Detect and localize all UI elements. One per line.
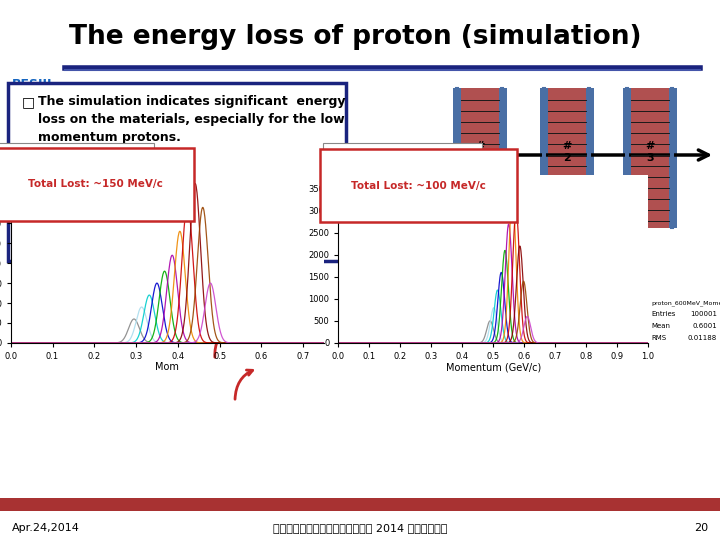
Text: Apr.24,2014: Apr.24,2014	[12, 523, 80, 533]
Text: Entries: Entries	[652, 310, 676, 316]
X-axis label: Momentum (GeV/c): Momentum (GeV/c)	[446, 362, 541, 372]
Text: □: □	[22, 195, 35, 209]
Text: BESIII: BESIII	[12, 78, 53, 91]
Bar	[461, 88, 499, 228]
Text: 20: 20	[694, 523, 708, 533]
Text: 100001: 100001	[690, 310, 717, 316]
Text: Mean: Mean	[652, 322, 670, 329]
Bar	[0, 498, 720, 511]
Text: The main energy lost occurred on the
MRPC materials (not Al box).: The main energy lost occurred on the MRP…	[38, 195, 302, 226]
Bar	[669, 88, 677, 228]
Text: #
1: # 1	[475, 141, 485, 163]
Bar	[548, 88, 586, 228]
Text: The energy loss of proton (simulation): The energy loss of proton (simulation)	[68, 24, 642, 50]
Bar	[586, 88, 594, 228]
Text: RMS: RMS	[652, 335, 667, 341]
Text: #
2: # 2	[562, 141, 572, 163]
Bar	[540, 88, 548, 228]
Text: 0.6001: 0.6001	[693, 322, 717, 329]
Text: □: □	[22, 95, 35, 109]
Bar	[453, 88, 461, 228]
Text: Total Lost: ~150 MeV/c: Total Lost: ~150 MeV/c	[27, 179, 163, 190]
FancyBboxPatch shape	[8, 83, 346, 261]
Bar	[623, 88, 631, 228]
Bar	[499, 88, 507, 228]
Bar	[631, 88, 669, 228]
Text: The simulation indicates significant  energy
loss on the materials, especially f: The simulation indicates significant ene…	[38, 95, 346, 144]
Text: 0.01188: 0.01188	[688, 335, 717, 341]
Text: proton600MeV_Momentum: proton600MeV_Momentum	[341, 161, 464, 171]
Text: 核探测与核电子学国家重点实验室 2014 年年会，北京: 核探测与核电子学国家重点实验室 2014 年年会，北京	[273, 523, 447, 533]
Text: proton_600MeV_Momentum: proton_600MeV_Momentum	[652, 301, 720, 306]
Text: Total Lost: ~100 MeV/c: Total Lost: ~100 MeV/c	[351, 181, 486, 191]
X-axis label: Mom: Mom	[156, 362, 179, 372]
Text: #
3: # 3	[645, 141, 654, 163]
Text: proton500MeV_Momentum: proton500MeV_Momentum	[14, 161, 136, 171]
